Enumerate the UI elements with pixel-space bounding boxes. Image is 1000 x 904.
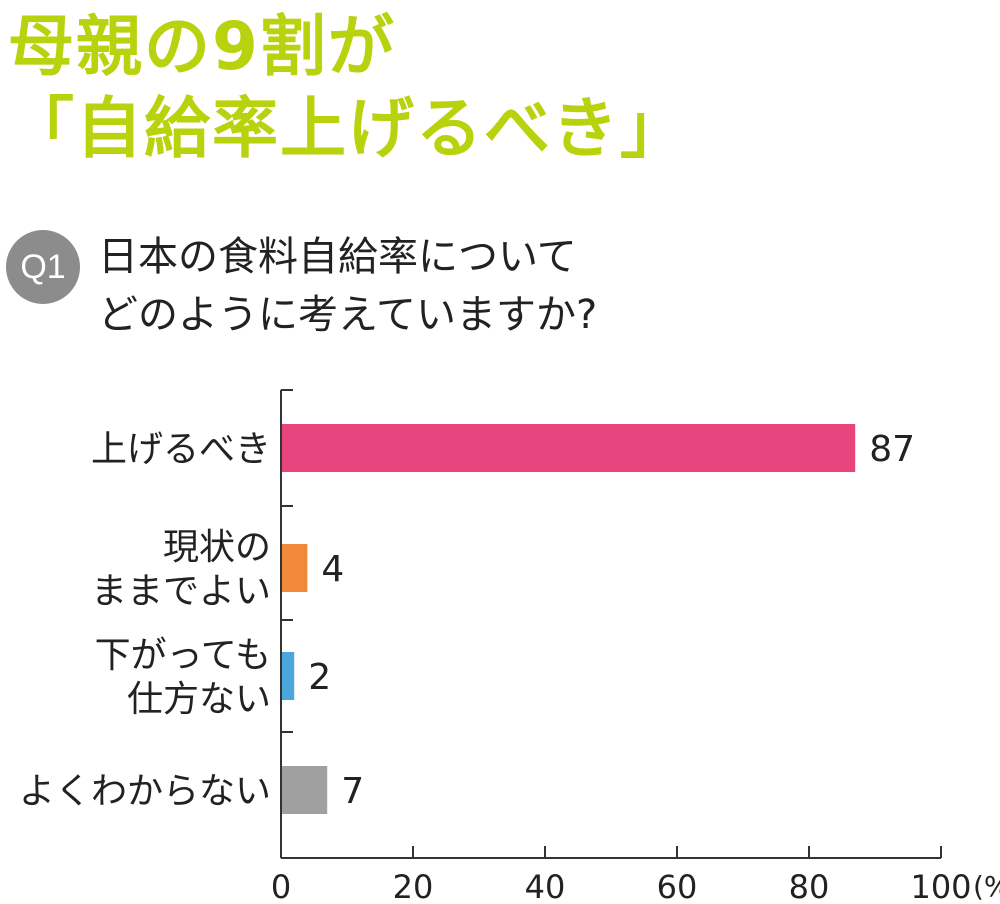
bar — [282, 544, 308, 592]
value-label: 87 — [869, 429, 915, 470]
headline-line-1: 母親の9割が — [8, 8, 396, 85]
headline: 母親の9割が 「自給率上げるべき」 — [8, 6, 688, 170]
x-tick-label: 100 — [910, 868, 971, 904]
category-label: ままでよい — [91, 571, 271, 612]
question-badge: Q1 — [6, 230, 80, 304]
x-tick-label: 0 — [271, 868, 291, 904]
x-tick-label: 20 — [393, 868, 434, 904]
value-label: 4 — [321, 549, 344, 590]
category-label: 上げるべき — [91, 429, 271, 470]
x-tick-label: 40 — [525, 868, 566, 904]
headline-line-2: 「自給率上げるべき」 — [8, 90, 688, 167]
question-text: 日本の食料自給率について どのように考えていますか? — [98, 228, 597, 344]
category-label: 仕方ない — [127, 679, 271, 720]
category-label: よくわからない — [19, 771, 271, 812]
x-axis-unit: (%) — [973, 870, 1000, 903]
bar — [282, 766, 328, 814]
category-label: 下がっても — [95, 635, 271, 676]
value-label: 7 — [341, 771, 364, 812]
x-tick-label: 80 — [789, 868, 830, 904]
x-tick-label: 60 — [657, 868, 698, 904]
bar — [282, 424, 856, 472]
bar — [282, 652, 295, 700]
value-label: 2 — [308, 657, 331, 698]
question-line-1: 日本の食料自給率について — [98, 234, 577, 280]
question-line-2: どのように考えていますか? — [98, 292, 598, 338]
category-label: 現状の — [163, 527, 271, 568]
